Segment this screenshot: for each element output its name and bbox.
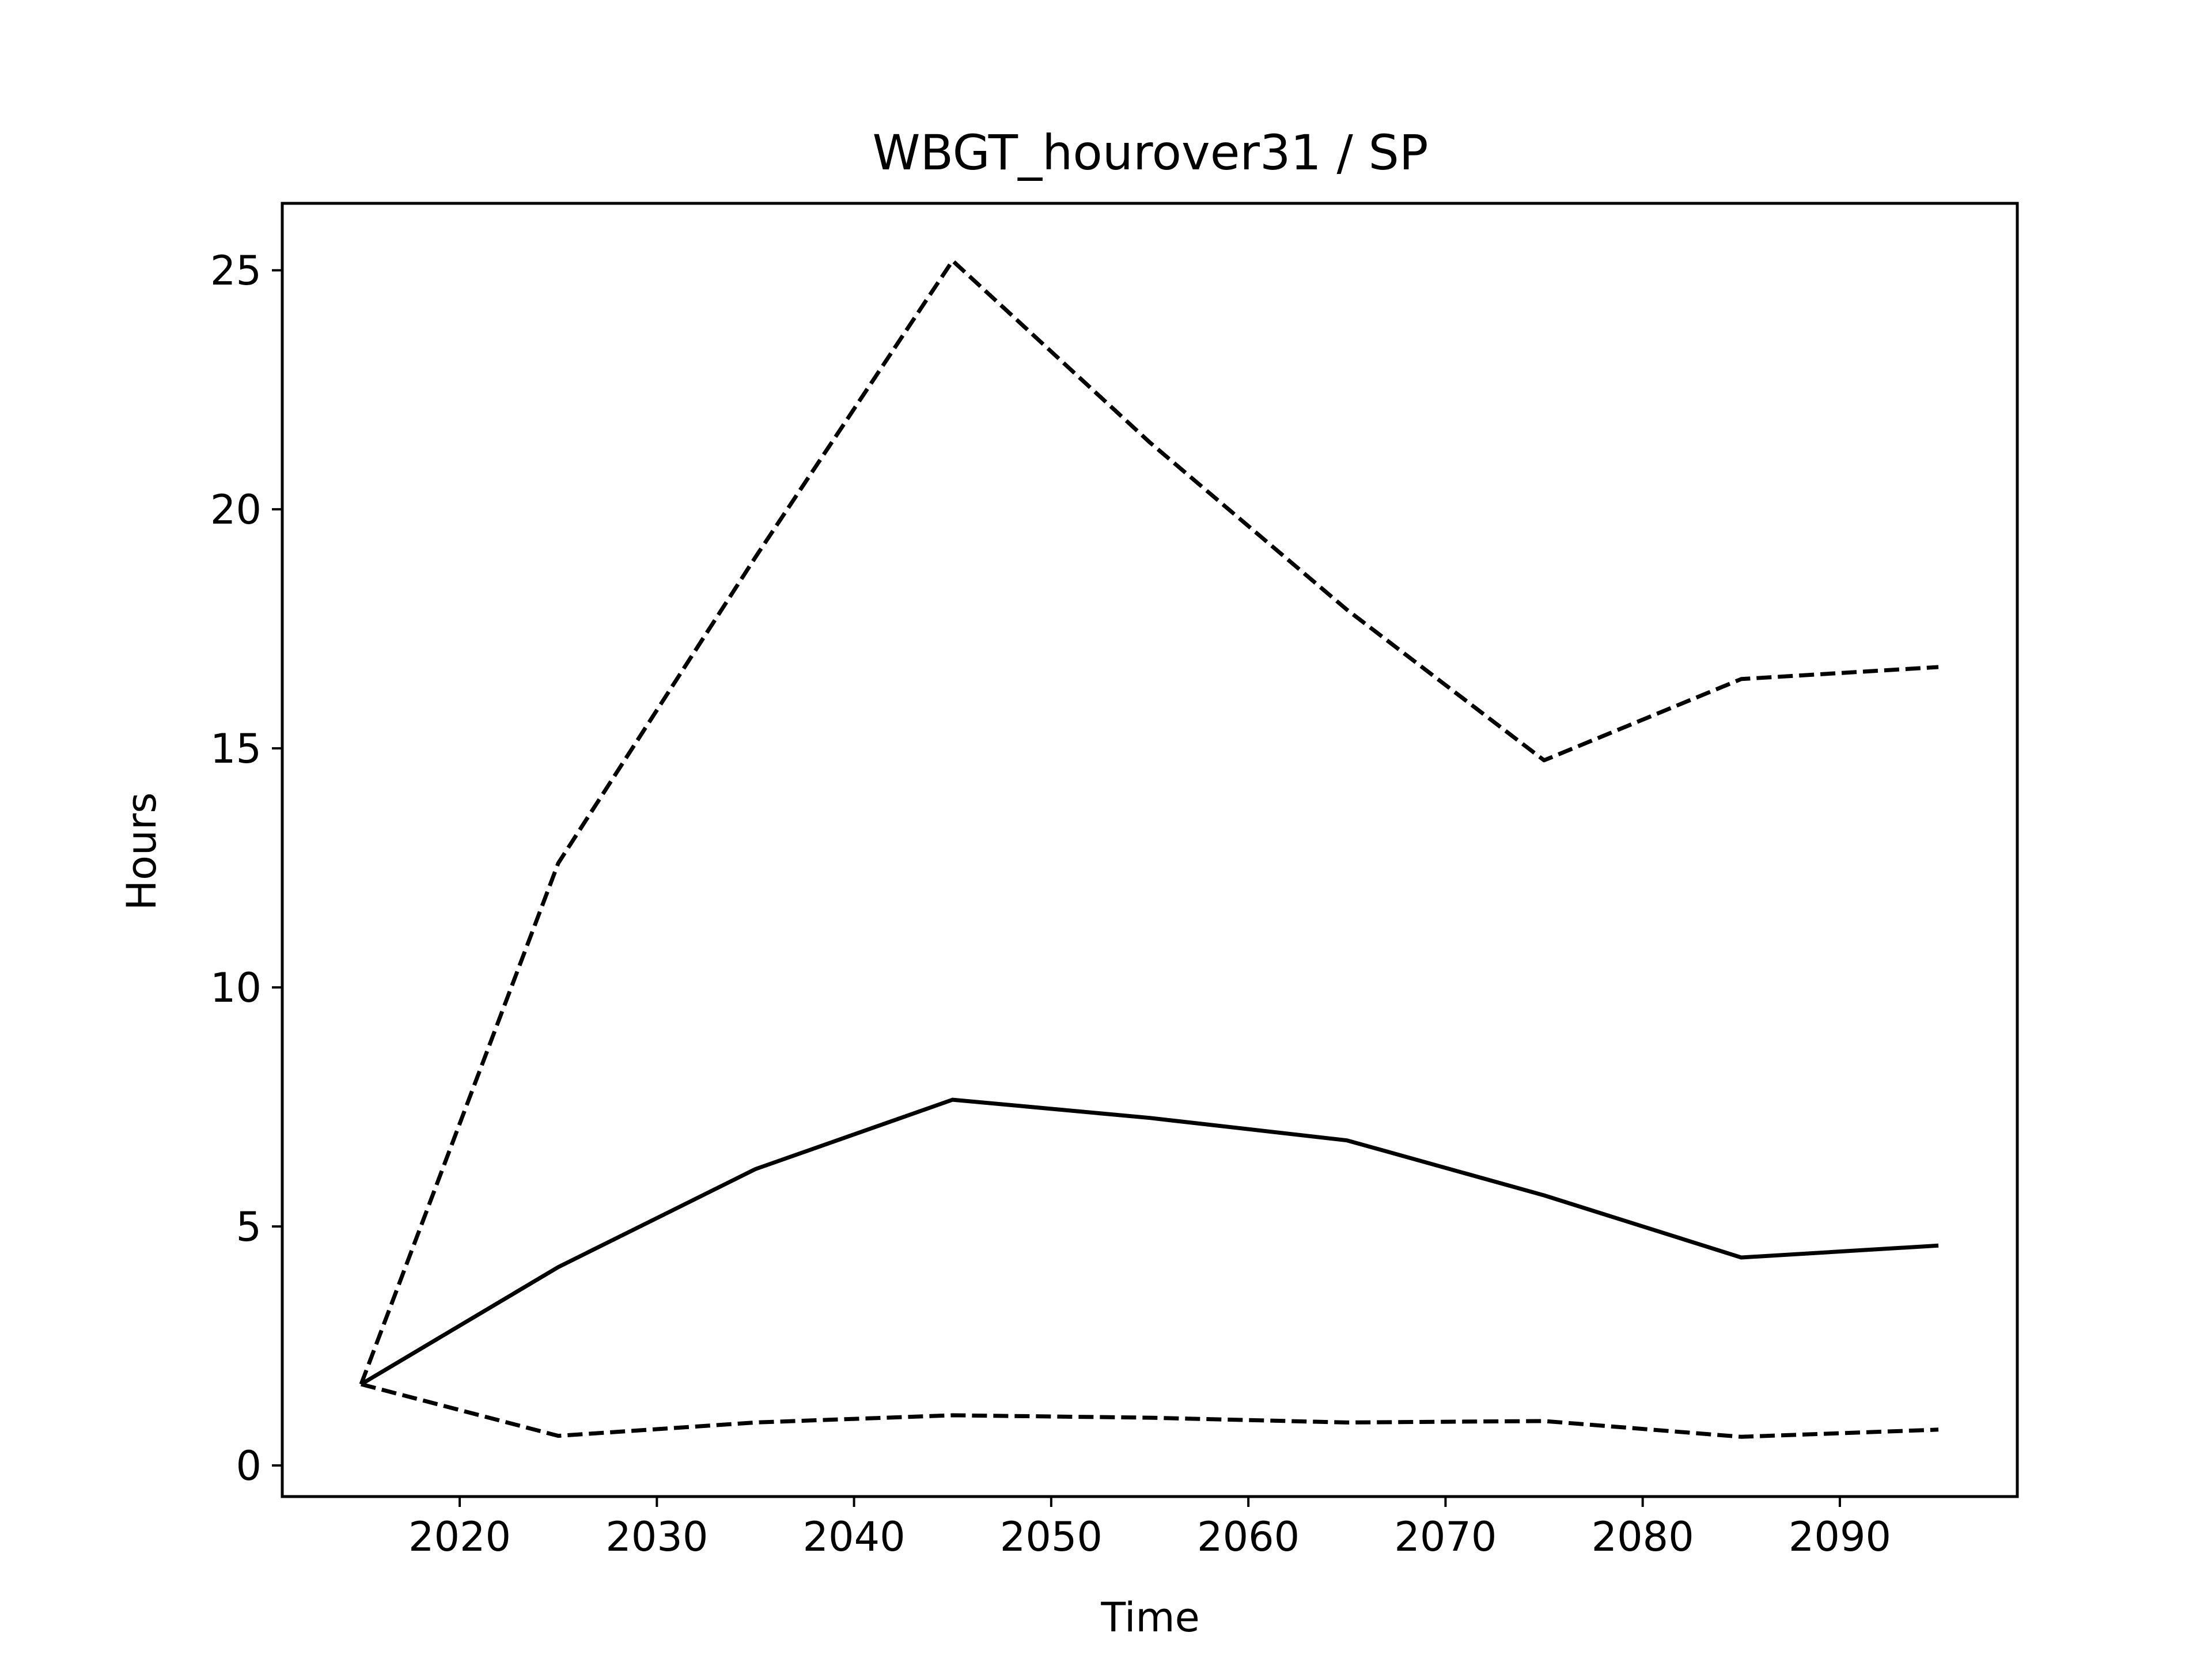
series-2-point — [755, 1422, 756, 1423]
series-2-point — [1938, 1429, 1939, 1430]
x-tick-label: 2020 — [408, 1513, 511, 1560]
y-tick-label: 25 — [210, 247, 262, 294]
series-layer — [359, 259, 1939, 1439]
x-axis-label: Time — [1100, 1594, 1199, 1641]
y-axis-label: Hours — [118, 792, 165, 910]
series-1-point — [755, 557, 756, 558]
x-tick-label: 2070 — [1394, 1513, 1497, 1560]
x-tick-label: 2060 — [1197, 1513, 1300, 1560]
x-tick-label: 2040 — [803, 1513, 906, 1560]
series-2-point — [558, 1435, 559, 1436]
solid-series-line-0 — [360, 1097, 1939, 1387]
x-tick-label: 2030 — [605, 1513, 708, 1560]
y-tick-label: 0 — [236, 1442, 262, 1490]
series-0-point — [1938, 1245, 1939, 1246]
x-tick-label: 2080 — [1592, 1513, 1694, 1560]
x-tick-label: 2090 — [1789, 1513, 1891, 1560]
axis-layer: 2020 2030 2040 2050 2060 2070 2080 2090 0 5 10 15 20… — [210, 247, 1891, 1560]
series-1-point — [1938, 667, 1939, 668]
plot-frame — [281, 202, 2019, 1498]
x-tick-label: 2050 — [1000, 1513, 1103, 1560]
dashed-series-line-2 — [361, 1382, 1939, 1439]
y-tick-label: 5 — [236, 1203, 262, 1251]
dashed-series-line-1 — [359, 259, 1939, 1385]
y-tick-label: 20 — [210, 486, 262, 533]
chart-title: WBGT_hourover31 / SP — [872, 124, 1428, 181]
y-tick-label: 15 — [210, 725, 262, 772]
series-1-point — [952, 260, 953, 261]
y-tick-label: 10 — [210, 964, 262, 1012]
